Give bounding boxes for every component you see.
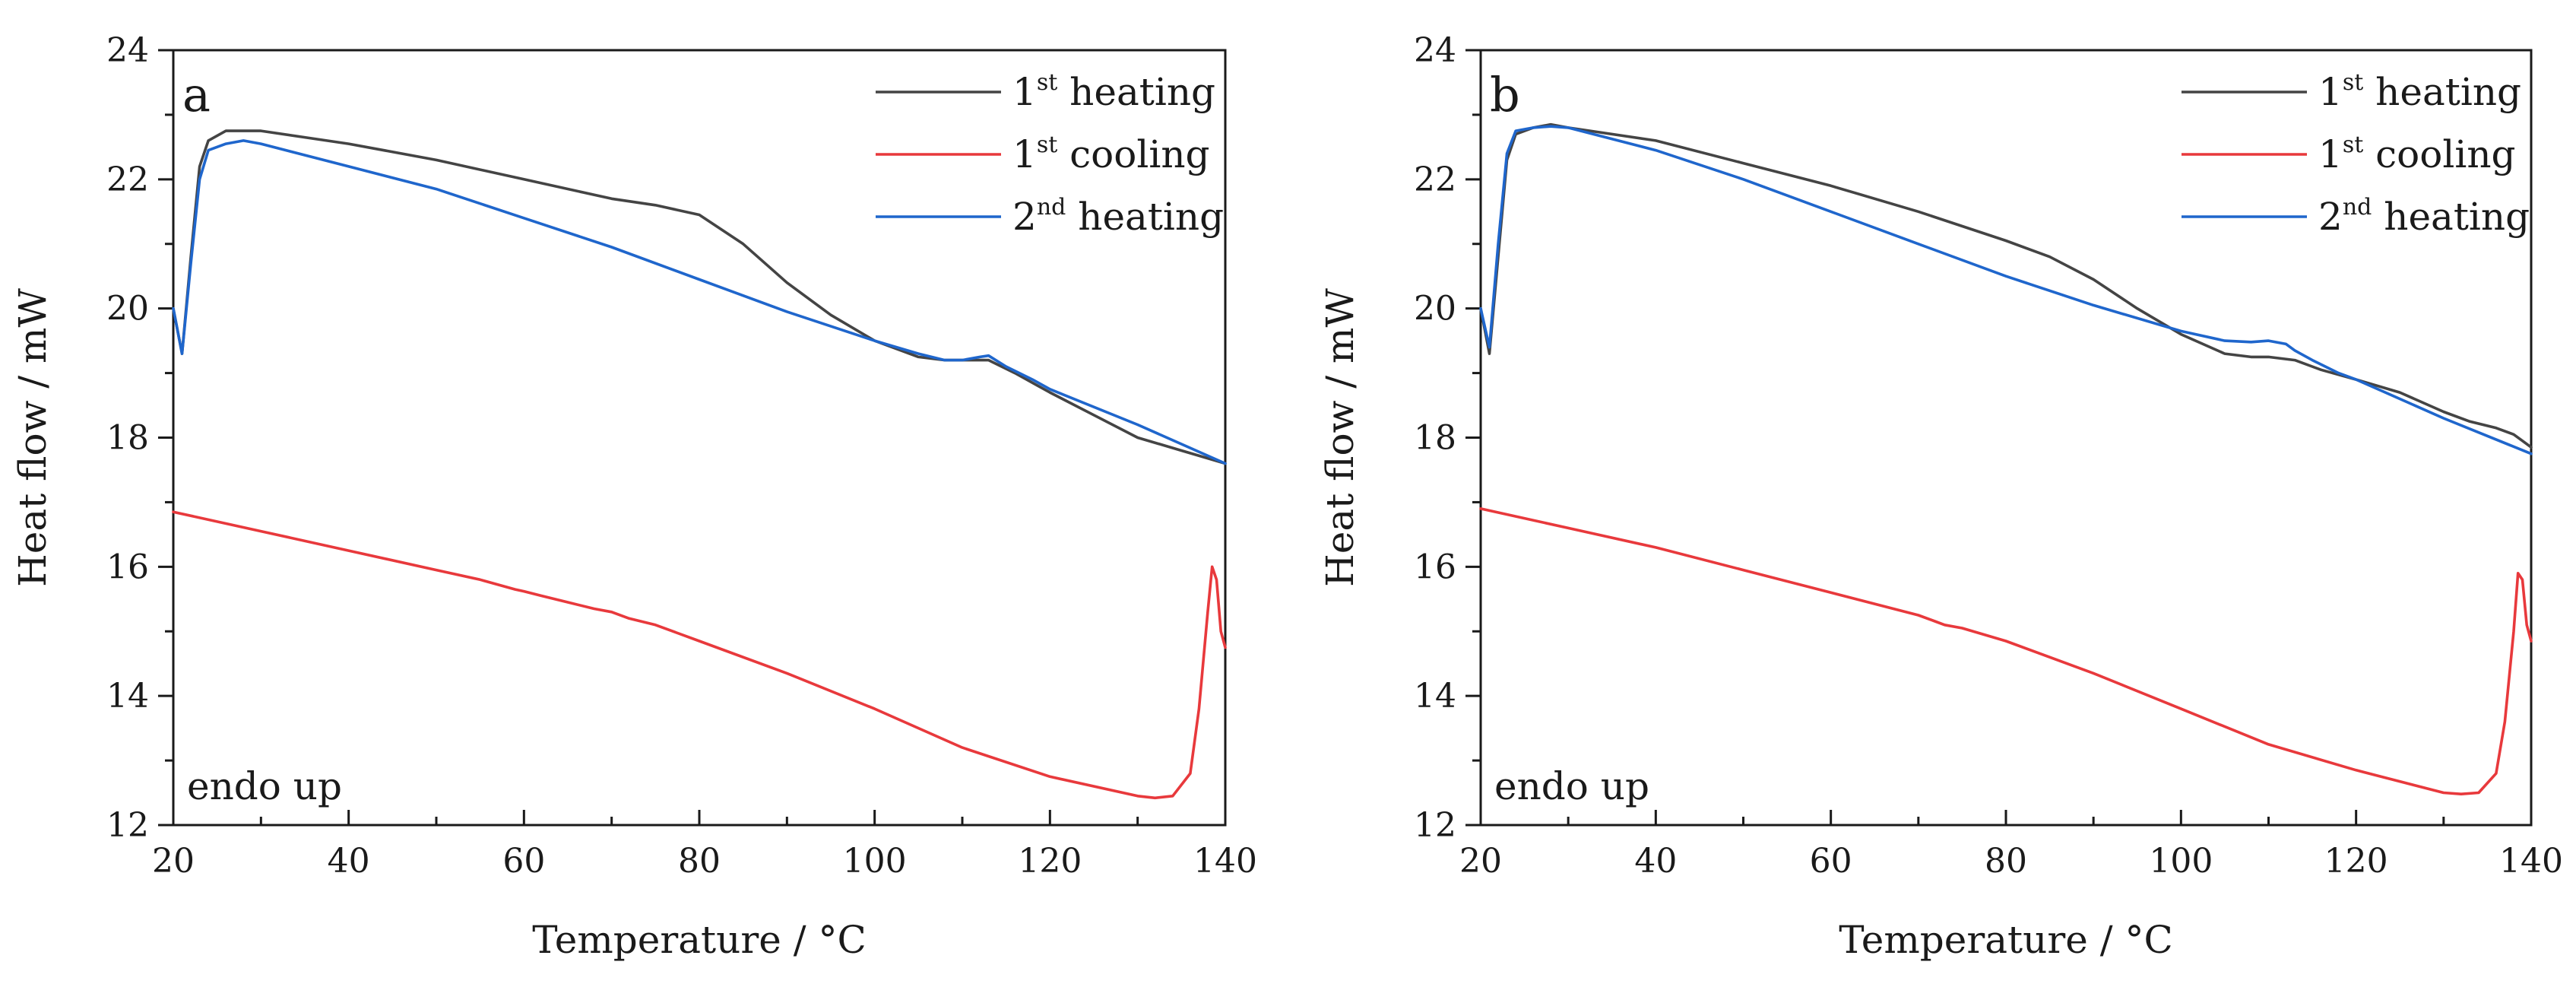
x-tick-label: 140 [1193, 842, 1257, 881]
y-tick-label: 16 [106, 548, 149, 586]
x-tick-label: 140 [2499, 842, 2563, 881]
y-tick-label: 20 [1414, 290, 1456, 329]
legend-entry-2: 1st cooling [1012, 132, 1210, 176]
series-line-1 [172, 129, 1227, 465]
y-tick-label: 16 [1414, 548, 1456, 586]
legend: 1st heating 1st cooling 2nd heating [876, 69, 1224, 239]
x-tick-label: 20 [152, 842, 195, 881]
legend-entry-1: 1st heating [2318, 69, 2521, 114]
y-tick-label: 20 [106, 290, 149, 329]
y-tick-label: 12 [106, 806, 149, 845]
endo-up-annotation: endo up [187, 764, 342, 808]
legend-entry-3: 2nd heating [1012, 194, 1224, 239]
y-tick-label: 18 [106, 419, 149, 458]
x-tick-label: 80 [1985, 842, 2027, 881]
x-tick-label: 120 [1018, 842, 1082, 881]
y-tick-label: 22 [106, 160, 149, 199]
chart-panel-a: 20 40 60 80 100 120 140 12 14 16 18 20 22 24 Temperatu… [11, 31, 1257, 962]
x-axis-title: Temperature / °C [1839, 918, 2172, 962]
y-tick-label: 14 [106, 677, 149, 716]
x-tick-label: 80 [678, 842, 721, 881]
x-tick-label: 100 [2149, 842, 2213, 881]
series-line-2 [1479, 507, 2533, 795]
legend-entry-3: 2nd heating [2318, 194, 2530, 239]
panel-label: a [182, 67, 211, 122]
x-tick-label: 60 [1810, 842, 1852, 881]
x-tick-label: 40 [1634, 842, 1677, 881]
legend-entry-1: 1st heating [1012, 69, 1215, 114]
panel-label: b [1490, 67, 1520, 122]
legend: 1st heating 1st cooling 2nd heating [2182, 69, 2530, 239]
y-tick-label: 18 [1414, 419, 1456, 458]
x-tick-label: 120 [2324, 842, 2388, 881]
series-line-2 [172, 510, 1227, 800]
y-tick-label: 22 [1414, 160, 1456, 199]
x-tick-label: 60 [502, 842, 545, 881]
y-tick-label: 24 [106, 31, 149, 70]
x-axis-title: Temperature / °C [532, 918, 866, 962]
y-tick-label: 24 [1414, 31, 1456, 70]
x-tick-label: 20 [1459, 842, 1502, 881]
y-tick-label: 14 [1414, 677, 1456, 716]
x-tick-label: 100 [843, 842, 907, 881]
chart-panel-b: 20 40 60 80 100 120 140 12 14 16 18 20 22 24 Temperatu… [1318, 31, 2563, 962]
y-axis-title: Heat flow / mW [11, 288, 55, 587]
series-line-3 [172, 139, 1227, 465]
y-axis-title: Heat flow / mW [1318, 288, 1362, 587]
legend-entry-2: 1st cooling [2318, 132, 2516, 176]
x-tick-label: 40 [328, 842, 370, 881]
endo-up-annotation: endo up [1494, 764, 1649, 808]
y-tick-label: 12 [1414, 806, 1456, 845]
series-line-3 [1479, 125, 2533, 455]
